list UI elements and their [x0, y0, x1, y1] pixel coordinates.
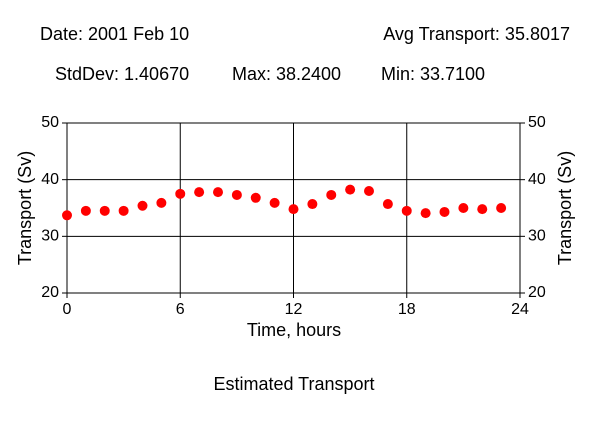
data-point: [326, 189, 337, 200]
y-tick-label-right: 30: [528, 228, 546, 245]
data-point: [288, 204, 299, 215]
data-point: [477, 204, 488, 215]
data-point: [156, 197, 167, 208]
chart-title: Estimated Transport: [213, 374, 374, 394]
data-point: [175, 188, 186, 199]
y-tick-label-right: 40: [528, 171, 546, 188]
stat-annotation: Max: 38.2400: [232, 64, 341, 84]
data-point: [213, 187, 223, 198]
data-point: [496, 203, 507, 213]
data-point: [250, 192, 261, 203]
data-point: [307, 199, 318, 210]
data-point: [137, 200, 148, 211]
y-axis-label-right: Transport (Sv): [555, 151, 575, 265]
stat-annotation: Min: 33.7100: [381, 64, 485, 84]
x-tick-label: 0: [63, 301, 72, 318]
data-point: [401, 205, 412, 216]
x-tick-label: 24: [511, 301, 529, 318]
stat-annotation: Avg Transport: 35.8017: [383, 24, 570, 44]
data-point: [62, 210, 72, 221]
y-tick-label: 50: [41, 114, 59, 131]
data-point: [439, 206, 450, 217]
data-point: [458, 203, 469, 213]
x-axis-label: Time, hours: [247, 320, 341, 340]
y-axis-label: Transport (Sv): [15, 151, 35, 265]
data-point: [420, 208, 431, 219]
data-point: [382, 199, 393, 210]
data-point: [99, 205, 110, 216]
data-point: [364, 186, 374, 196]
y-tick-label: 30: [41, 228, 59, 245]
data-point: [118, 205, 129, 216]
data-point: [194, 187, 205, 198]
y-tick-label: 40: [41, 171, 59, 188]
x-tick-label: 18: [398, 301, 416, 318]
data-point: [231, 189, 242, 200]
y-tick-label: 20: [41, 284, 59, 301]
stat-annotation: Date: 2001 Feb 10: [40, 24, 189, 44]
x-tick-label: 12: [285, 301, 303, 318]
data-point: [269, 197, 280, 208]
data-point: [80, 205, 91, 216]
stat-annotation: StdDev: 1.40670: [55, 64, 189, 84]
y-tick-label-right: 50: [528, 114, 546, 131]
data-point: [345, 184, 356, 195]
x-tick-label: 6: [176, 301, 185, 318]
y-tick-label-right: 20: [528, 284, 546, 301]
